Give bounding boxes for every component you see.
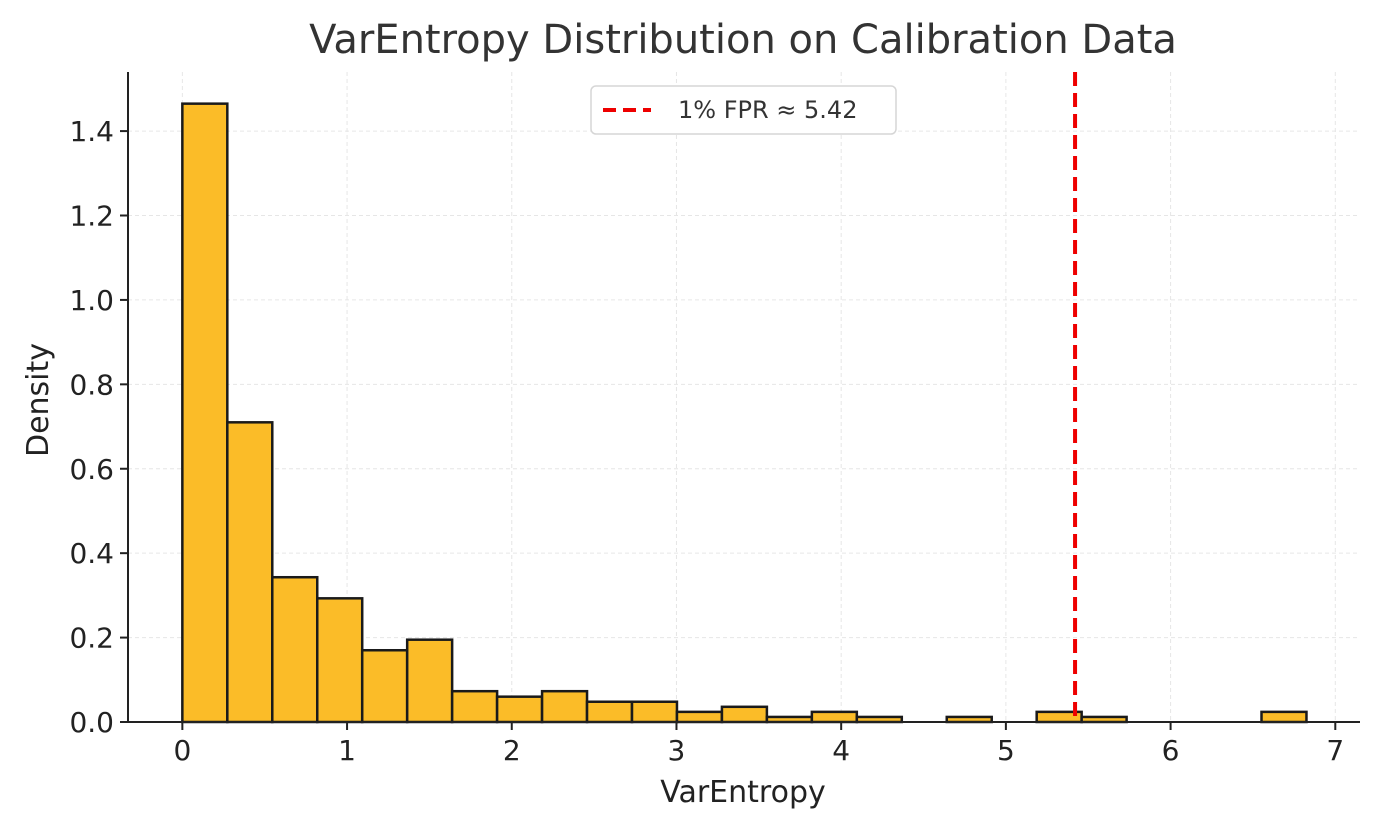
y-tick-label-6: 1.2 [69,200,114,233]
histogram-bar-24 [1260,710,1308,724]
x-tick-label-3: 3 [668,734,686,767]
histogram-bar-14 [810,710,859,724]
histogram-bar-12 [720,705,769,724]
x-tick-label-1: 1 [338,734,356,767]
histogram-bar-7 [495,695,544,724]
histogram-bar-4 [360,648,409,724]
y-tick-label-4: 0.8 [69,368,114,401]
x-ticks: 0 1 2 3 4 5 6 7 [173,722,1344,767]
histogram-bar-10 [630,700,679,724]
histogram-bar-2 [271,575,319,724]
histogram-bar-8 [540,689,589,724]
histogram-bar-9 [585,700,634,724]
y-tick-label-2: 0.4 [69,537,114,570]
histogram-bar-5 [405,638,454,724]
x-tick-label-0: 0 [173,734,191,767]
x-tick-label-2: 2 [503,734,521,767]
y-tick-label-1: 0.2 [69,622,114,655]
y-tick-label-0: 0.0 [69,706,114,739]
y-tick-label-7: 1.4 [69,115,114,148]
histogram-bar-6 [450,689,499,724]
histogram-bar-11 [675,710,724,724]
x-tick-label-7: 7 [1326,734,1344,767]
chart-title: VarEntropy Distribution on Calibration D… [309,17,1177,63]
x-tick-label-6: 6 [1162,734,1180,767]
y-tick-label-3: 0.6 [69,453,114,486]
legend-label: 1% FPR ≈ 5.42 [678,96,857,124]
axes [127,72,1360,723]
x-tick-label-5: 5 [997,734,1015,767]
histogram-bar-3 [315,597,364,724]
y-axis-label: Density [21,343,56,457]
legend-box [590,85,897,135]
y-tick-label-5: 1.0 [69,284,114,317]
bars [181,102,1308,724]
histogram-bar-1 [226,421,274,724]
x-tick-label-4: 4 [832,734,850,767]
histogram-bar-0 [181,102,229,724]
y-ticks: 0.0 0.2 0.4 0.6 0.8 1.0 1.2 1.4 [69,115,128,739]
legend: 1% FPR ≈ 5.42 [590,85,897,135]
x-axis-label: VarEntropy [660,775,825,810]
